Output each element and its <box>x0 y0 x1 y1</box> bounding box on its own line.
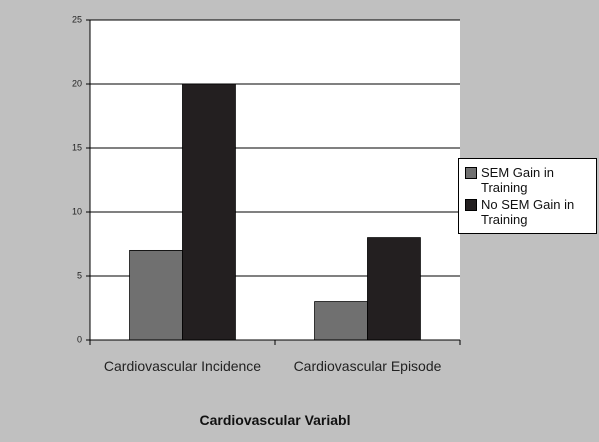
legend-swatch <box>465 199 477 211</box>
bar <box>129 249 183 341</box>
y-tick-label: 20 <box>72 78 82 88</box>
bar <box>182 83 236 341</box>
x-tick-label: Cardiovascular Episode <box>293 358 442 374</box>
bar <box>367 237 421 341</box>
legend-label: SEM Gain in Training <box>481 165 554 195</box>
legend-label: No SEM Gain in Training <box>481 197 575 227</box>
y-tick-label: 25 <box>72 14 82 24</box>
legend: SEM Gain in Training No SEM Gain in Train… <box>458 158 597 234</box>
y-tick-label: 15 <box>72 142 82 152</box>
y-tick-label: 0 <box>77 334 82 344</box>
x-tick-label: Cardiovascular Incidence <box>103 358 262 374</box>
legend-swatch <box>465 167 477 179</box>
legend-item: SEM Gain in Training <box>465 165 590 195</box>
y-tick-label: 10 <box>72 206 82 216</box>
legend-item: No SEM Gain in Training <box>465 197 590 227</box>
x-axis-label: Cardiovascular Variabl <box>199 412 351 428</box>
y-tick-label: 5 <box>77 270 82 280</box>
bar <box>314 301 368 341</box>
